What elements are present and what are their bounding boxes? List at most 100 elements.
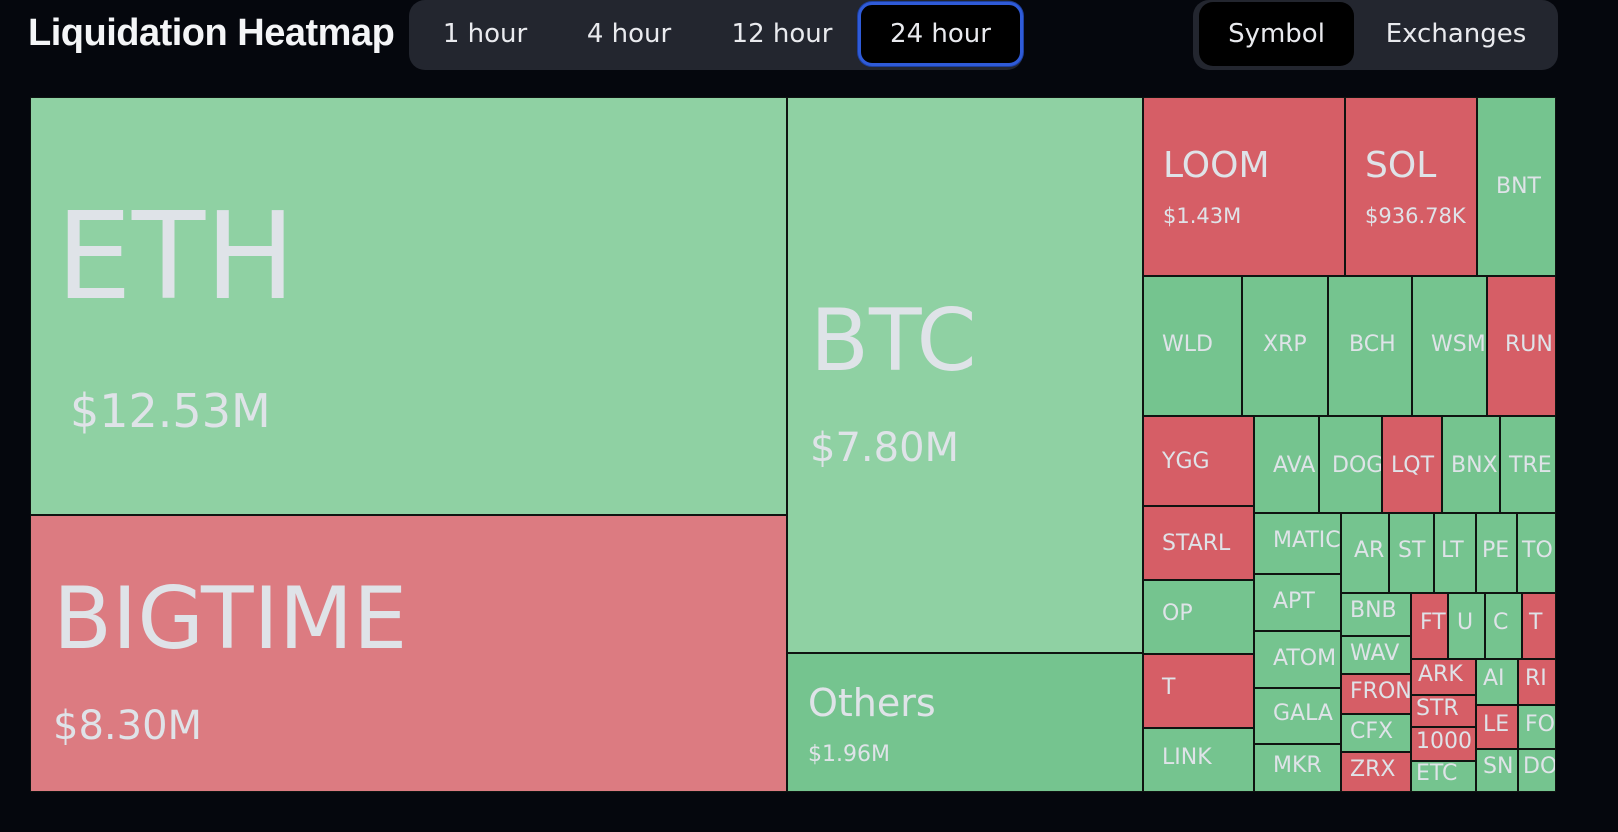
tile-symbol: BIGTIME — [53, 569, 408, 669]
heatmap-tile[interactable]: RI — [1518, 659, 1556, 705]
heatmap-tile[interactable]: AR — [1341, 513, 1389, 593]
tile-symbol: AR — [1354, 538, 1385, 563]
heatmap-tile[interactable]: ATOM — [1254, 631, 1341, 688]
tile-symbol: XRP — [1263, 332, 1307, 357]
tile-symbol: LT — [1441, 538, 1464, 563]
heatmap-tile[interactable]: WLD — [1143, 276, 1242, 416]
heatmap-tile[interactable]: SN — [1476, 749, 1518, 792]
tile-symbol: LOOM — [1163, 145, 1270, 186]
tile-symbol: ST — [1398, 538, 1426, 563]
heatmap-tile[interactable]: ST — [1389, 513, 1434, 593]
tile-symbol: 1000 — [1416, 729, 1472, 754]
heatmap-tile[interactable]: GALA — [1254, 688, 1341, 744]
heatmap-tile[interactable]: ETC — [1411, 761, 1476, 792]
heatmap-tile[interactable]: ZRX — [1341, 752, 1411, 792]
tile-symbol: FO — [1525, 712, 1555, 737]
tile-symbol: GALA — [1273, 701, 1333, 726]
tile-symbol: DOG — [1332, 453, 1382, 478]
tile-symbol: LQT — [1391, 453, 1435, 478]
tile-symbol: PE — [1482, 538, 1510, 563]
tab-4-hour[interactable]: 4 hour — [586, 19, 672, 49]
heatmap-tile[interactable]: C — [1485, 593, 1522, 659]
heatmap-tile[interactable]: FO — [1518, 705, 1556, 749]
heatmap-tile[interactable]: BCH — [1328, 276, 1412, 416]
tile-symbol: STARL — [1162, 531, 1231, 556]
heatmap-tile[interactable]: CFX — [1341, 714, 1411, 752]
tile-amount: $936.78K — [1365, 204, 1466, 228]
tile-symbol: TO — [1522, 538, 1553, 563]
heatmap-tile[interactable]: T — [1522, 593, 1556, 659]
tile-symbol: MATIC — [1273, 528, 1341, 553]
heatmap-tile[interactable]: ETH $12.53M — [30, 97, 787, 515]
tile-symbol: WLD — [1162, 332, 1213, 357]
heatmap-tile[interactable]: STR — [1411, 695, 1476, 727]
tab-symbol[interactable]: Symbol — [1199, 2, 1354, 66]
heatmap-tile[interactable]: SOL $936.78K — [1345, 97, 1477, 276]
tile-symbol: BNB — [1350, 598, 1397, 623]
heatmap-tile[interactable]: FT — [1411, 593, 1448, 659]
heatmap-tile[interactable]: WAV — [1341, 636, 1411, 674]
view-mode-tabs: Symbol Exchanges — [1193, 0, 1558, 70]
heatmap-tile[interactable]: PE — [1476, 513, 1517, 593]
tile-symbol: RUNE — [1505, 332, 1555, 357]
tile-symbol: T — [1529, 610, 1543, 635]
tile-symbol: YGG — [1162, 449, 1210, 474]
heatmap-tile[interactable]: AI — [1476, 659, 1518, 705]
heatmap-tile[interactable]: LQT — [1382, 416, 1442, 513]
heatmap-tile[interactable]: MKR — [1254, 744, 1341, 792]
tile-symbol: C — [1493, 610, 1509, 635]
heatmap-tile[interactable]: DOG — [1319, 416, 1382, 513]
heatmap-tile[interactable]: STARL — [1143, 506, 1254, 580]
tile-symbol: STR — [1416, 696, 1459, 721]
heatmap-tile[interactable]: MATIC — [1254, 513, 1341, 574]
heatmap-tile[interactable]: LINK — [1143, 728, 1254, 792]
tile-symbol: APT — [1273, 589, 1315, 614]
heatmap-tile[interactable]: BNB — [1341, 593, 1411, 636]
tile-symbol: LE — [1483, 712, 1510, 737]
tile-symbol: ATOM — [1273, 646, 1337, 671]
heatmap-tile[interactable]: YGG — [1143, 416, 1254, 506]
heatmap-tile[interactable]: ARK — [1411, 659, 1476, 695]
tile-symbol: ARK — [1418, 662, 1463, 687]
page-title: Liquidation Heatmap — [28, 12, 395, 54]
heatmap-tile[interactable]: LE — [1476, 705, 1518, 749]
tab-1-hour[interactable]: 1 hour — [442, 19, 528, 49]
tile-symbol: ETC — [1416, 761, 1458, 786]
heatmap-tile[interactable]: 1000 — [1411, 727, 1476, 761]
heatmap-tile[interactable]: WSM — [1412, 276, 1487, 416]
tile-symbol: RI — [1525, 666, 1547, 691]
heatmap-tile[interactable]: BNT — [1477, 97, 1556, 276]
heatmap-tile[interactable]: U — [1448, 593, 1485, 659]
heatmap-tile[interactable]: OP — [1143, 580, 1254, 654]
tile-symbol: ETH — [56, 188, 296, 327]
heatmap-tile[interactable]: AVA — [1254, 416, 1319, 513]
tile-symbol: T — [1162, 675, 1176, 700]
heatmap-tile[interactable]: RUNE — [1487, 276, 1556, 416]
tile-symbol: SN — [1483, 754, 1514, 779]
heatmap-tile[interactable]: TO — [1517, 513, 1556, 593]
liquidation-treemap: ETH $12.53M BIGTIME $8.30M BTC $7.80M Others $1… — [30, 97, 1556, 792]
tile-amount: $1.43M — [1163, 204, 1242, 228]
tile-symbol: U — [1457, 610, 1474, 635]
tab-24-hour[interactable]: 24 hour — [858, 2, 1023, 66]
heatmap-tile[interactable]: LT — [1434, 513, 1476, 593]
tile-symbol: TRE — [1509, 453, 1552, 478]
heatmap-tile[interactable]: APT — [1254, 574, 1341, 631]
tab-12-hour[interactable]: 12 hour — [731, 19, 833, 49]
heatmap-tile[interactable]: DO — [1518, 749, 1556, 792]
heatmap-tile[interactable]: TRE — [1500, 416, 1556, 513]
heatmap-tile[interactable]: T — [1143, 654, 1254, 728]
heatmap-tile[interactable]: LOOM $1.43M — [1143, 97, 1345, 276]
heatmap-tile[interactable]: BTC $7.80M — [787, 97, 1143, 653]
heatmap-tile[interactable]: BNX — [1442, 416, 1500, 513]
tile-symbol: AI — [1483, 666, 1505, 691]
heatmap-tile[interactable]: Others $1.96M — [787, 653, 1143, 792]
heatmap-tile[interactable]: XRP — [1242, 276, 1328, 416]
heatmap-tile[interactable]: FRON — [1341, 674, 1411, 714]
heatmap-tile[interactable]: BIGTIME $8.30M — [30, 515, 787, 792]
tile-symbol: FT — [1420, 610, 1446, 635]
tile-symbol: WAV — [1350, 641, 1400, 666]
tab-exchanges[interactable]: Exchanges — [1385, 19, 1527, 49]
tile-symbol: BNX — [1451, 453, 1498, 478]
tile-symbol: MKR — [1273, 753, 1322, 778]
